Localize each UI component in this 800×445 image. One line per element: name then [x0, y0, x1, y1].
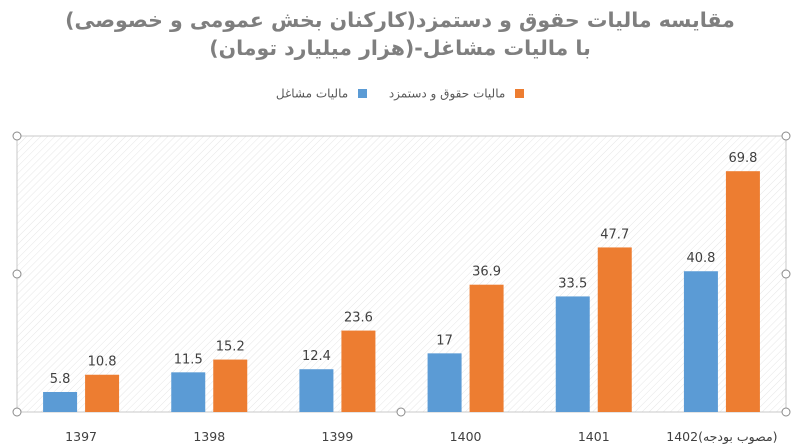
data-label-wage-tax-2: 23.6: [344, 311, 373, 326]
bar-wage-tax-4[interactable]: [597, 247, 632, 412]
bar-wage-tax-1[interactable]: [213, 359, 248, 412]
plot-area[interactable]: [16, 135, 787, 413]
x-tick-label-1: 1398: [193, 429, 225, 444]
data-label-business-tax-4: 33.5: [558, 276, 587, 291]
data-label-wage-tax-4: 47.7: [600, 227, 629, 242]
bar-business-tax-2[interactable]: [299, 369, 334, 412]
x-tick-label-0: 1397: [65, 429, 97, 444]
resize-handle-bottom-left[interactable]: [12, 407, 22, 417]
resize-handle-bottom-mid[interactable]: [396, 407, 406, 417]
bar-business-tax-5[interactable]: [683, 271, 718, 412]
chart-title: مقایسه مالیات حقوق و دستمزد(کارکنان بخش …: [65, 8, 735, 60]
bar-wage-tax-2[interactable]: [341, 330, 376, 412]
data-label-business-tax-1: 11.5: [174, 352, 203, 367]
data-label-business-tax-2: 12.4: [302, 349, 331, 364]
x-tick-label-5: 1402(مصوب بودجه): [666, 429, 777, 445]
bar-business-tax-4[interactable]: [555, 296, 590, 412]
bars-group: [43, 171, 760, 412]
resize-handle-mid-right[interactable]: [781, 269, 791, 279]
bar-business-tax-0[interactable]: [43, 391, 78, 412]
data-label-business-tax-5: 40.8: [686, 251, 715, 266]
resize-handle-top-right[interactable]: [781, 131, 791, 141]
legend-swatch-business-tax: [357, 89, 367, 99]
chart-legend: مالیات حقوق و دستمزد مالیات مشاغل: [0, 86, 800, 106]
legend-label-business-tax: مالیات مشاغل: [275, 86, 349, 101]
resize-handle-top-left[interactable]: [12, 131, 22, 141]
data-label-business-tax-3: 17: [436, 333, 453, 348]
x-tick-label-2: 1399: [322, 429, 354, 444]
bar-wage-tax-3[interactable]: [469, 284, 504, 412]
legend-swatch-wage-tax: [515, 89, 525, 99]
legend-item-wage-tax: مالیات حقوق و دستمزد: [388, 86, 525, 101]
bar-business-tax-3[interactable]: [427, 353, 462, 412]
resize-handle-mid-left[interactable]: [12, 269, 22, 279]
x-tick-label-4: 1401: [578, 429, 610, 444]
data-label-wage-tax-0: 10.8: [88, 355, 117, 370]
bar-wage-tax-5[interactable]: [725, 171, 760, 412]
x-tick-label-3: 1400: [450, 429, 482, 444]
legend-label-wage-tax: مالیات حقوق و دستمزد: [388, 86, 506, 101]
resize-handle-bottom-right[interactable]: [781, 407, 791, 417]
legend-item-business-tax: مالیات مشاغل: [276, 86, 367, 101]
data-label-wage-tax-5: 69.8: [728, 151, 757, 166]
labels-group: 5.8 10.8 1397 11.5 15.2 1398 12.4 23.6 1399 17 36.…: [50, 151, 778, 445]
data-label-business-tax-0: 5.8: [50, 372, 71, 387]
bar-wage-tax-0[interactable]: [85, 374, 120, 412]
bar-business-tax-1[interactable]: [171, 372, 206, 412]
data-label-wage-tax-3: 36.9: [472, 265, 501, 280]
data-label-wage-tax-1: 15.2: [216, 340, 245, 355]
